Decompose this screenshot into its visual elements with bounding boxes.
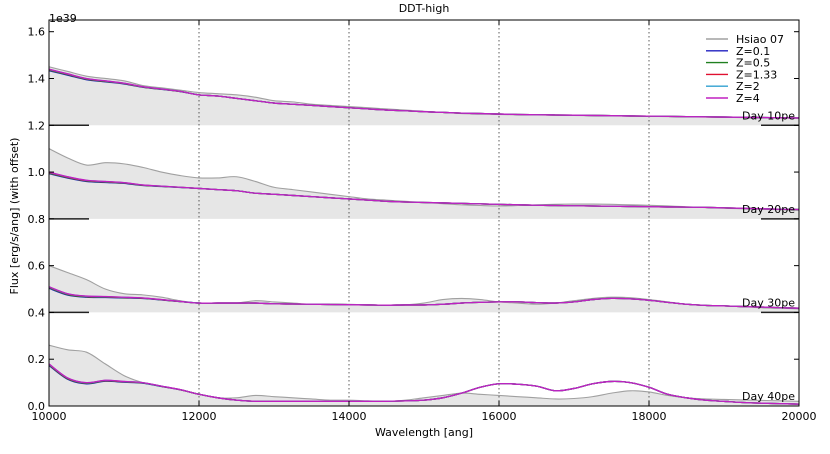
legend-entry-label: Z=0.1 bbox=[736, 45, 770, 58]
y-tick-label: 1.6 bbox=[28, 26, 46, 39]
x-tick-label: 10000 bbox=[32, 410, 67, 423]
hsiao-fill bbox=[49, 148, 799, 219]
y-tick-label: 1.2 bbox=[28, 119, 46, 132]
x-axis-label: Wavelength [ang] bbox=[375, 426, 473, 439]
hsiao-fill bbox=[49, 265, 799, 313]
vertical-gridlines bbox=[198, 20, 650, 406]
y-tick-label: 0.6 bbox=[28, 260, 46, 273]
x-tick-label: 12000 bbox=[182, 410, 217, 423]
y-tick-label: 1.0 bbox=[28, 166, 46, 179]
x-tick-label: 20000 bbox=[782, 410, 817, 423]
chart-title: DDT-high bbox=[399, 2, 450, 15]
panel-label: Day 10pe bbox=[742, 109, 795, 122]
model-line-Z=4 bbox=[48, 286, 800, 309]
model-line-Z=4 bbox=[48, 363, 800, 405]
legend-entry-label: Hsiao 07 bbox=[736, 33, 784, 46]
series-lines bbox=[48, 66, 800, 405]
plot-frame bbox=[48, 19, 800, 407]
model-line-Z=4 bbox=[48, 171, 800, 211]
y-tick-label: 0.0 bbox=[28, 400, 46, 413]
y-axis-ticks: 0.0 0.2 0.4 0.6 0.8 1.0 1.2 1.4 1.6 bbox=[28, 26, 799, 413]
x-tick-label: 14000 bbox=[332, 410, 367, 423]
legend-entry-label: Z=0.5 bbox=[736, 57, 770, 70]
hsiao-fill bbox=[49, 345, 799, 406]
legend-entry-label: Z=2 bbox=[736, 80, 760, 93]
panel-label: Day 40pe bbox=[742, 390, 795, 403]
y-tick-label: 0.4 bbox=[28, 306, 46, 319]
y-tick-label: 0.2 bbox=[28, 353, 46, 366]
hsiao-fill-layer bbox=[49, 66, 799, 406]
panel-baseline-markers bbox=[49, 124, 799, 314]
y-scale-label: 1e39 bbox=[49, 12, 77, 25]
panel-labels: Day 10pe Day 20pe Day 30pe Day 40pe bbox=[742, 109, 795, 403]
x-tick-label: 18000 bbox=[632, 410, 667, 423]
y-axis-label: Flux [erg/s/ang] (with offset) bbox=[8, 138, 21, 295]
model-line-Z=4 bbox=[48, 68, 800, 119]
legend: Hsiao 07Z=0.1Z=0.5Z=1.33Z=2Z=4 bbox=[706, 33, 784, 105]
panel-label: Day 30pe bbox=[742, 296, 795, 309]
panel-label: Day 20pe bbox=[742, 203, 795, 216]
legend-entry-label: Z=4 bbox=[736, 92, 760, 105]
x-tick-label: 16000 bbox=[482, 410, 517, 423]
y-tick-label: 1.4 bbox=[28, 72, 46, 85]
x-axis-ticks: 10000 12000 14000 16000 18000 20000 bbox=[32, 20, 817, 423]
legend-entry-label: Z=1.33 bbox=[736, 68, 777, 81]
hsiao-fill bbox=[49, 66, 799, 126]
y-tick-label: 0.8 bbox=[28, 213, 46, 226]
